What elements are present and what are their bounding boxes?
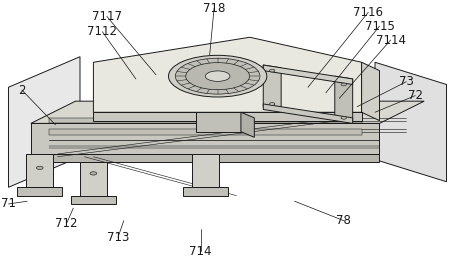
Ellipse shape [205, 71, 230, 81]
Text: 72: 72 [408, 89, 423, 102]
Polygon shape [183, 187, 227, 196]
Polygon shape [241, 112, 254, 137]
Polygon shape [93, 37, 362, 112]
Text: 71: 71 [1, 198, 16, 210]
Text: 2: 2 [18, 83, 26, 97]
Polygon shape [71, 196, 116, 204]
Polygon shape [263, 65, 281, 109]
Ellipse shape [175, 58, 260, 94]
Ellipse shape [341, 116, 346, 119]
Ellipse shape [90, 172, 97, 175]
Text: 7112: 7112 [87, 25, 117, 38]
Polygon shape [80, 162, 107, 196]
Ellipse shape [37, 166, 43, 170]
Polygon shape [49, 118, 362, 123]
Text: 78: 78 [336, 214, 351, 227]
Polygon shape [375, 62, 446, 182]
Text: 73: 73 [399, 75, 414, 88]
Polygon shape [250, 59, 362, 121]
Polygon shape [93, 112, 362, 121]
Polygon shape [31, 101, 424, 123]
Polygon shape [263, 65, 353, 85]
Polygon shape [31, 123, 379, 154]
Ellipse shape [169, 55, 267, 97]
Text: 718: 718 [203, 2, 226, 15]
Ellipse shape [186, 62, 250, 90]
Polygon shape [49, 129, 362, 134]
Polygon shape [31, 154, 379, 162]
Polygon shape [26, 154, 53, 187]
Text: 714: 714 [189, 245, 212, 258]
Polygon shape [362, 62, 379, 121]
Text: 7116: 7116 [353, 6, 383, 19]
Polygon shape [18, 187, 62, 196]
Polygon shape [263, 104, 353, 123]
Ellipse shape [270, 103, 275, 105]
Text: 713: 713 [107, 231, 129, 244]
Text: 7117: 7117 [92, 10, 122, 23]
Text: 712: 712 [55, 217, 78, 230]
Polygon shape [9, 57, 80, 187]
Ellipse shape [341, 83, 346, 86]
Text: 7115: 7115 [364, 20, 395, 33]
Text: 7114: 7114 [376, 33, 405, 47]
Polygon shape [196, 112, 241, 132]
Polygon shape [192, 154, 219, 187]
Polygon shape [335, 76, 353, 121]
Ellipse shape [270, 69, 275, 72]
